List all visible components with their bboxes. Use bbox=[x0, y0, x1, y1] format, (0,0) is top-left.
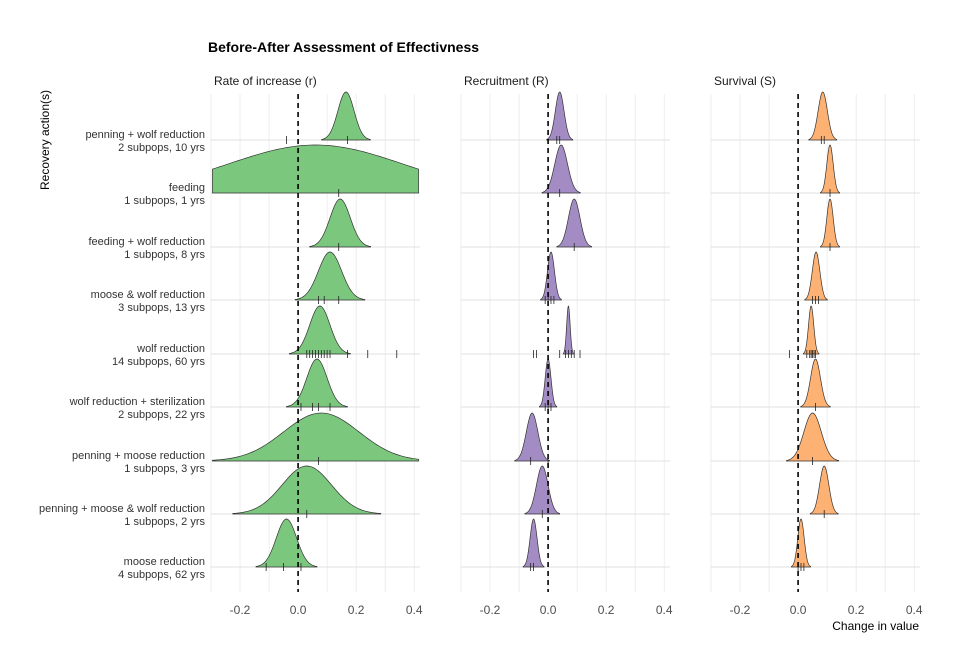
x-tick-label: 0.0 bbox=[290, 603, 307, 617]
x-tick-label: 0.4 bbox=[656, 603, 673, 617]
facet-panels: Rate of increase (r)-0.2 0.0 0.2 0.4Recruit… bbox=[210, 74, 923, 617]
density-ridge bbox=[255, 518, 318, 568]
density-ridge bbox=[522, 518, 545, 568]
density-ridge bbox=[820, 198, 840, 248]
density-ridge bbox=[286, 358, 348, 408]
category-sublabel: 2 subpops, 22 yrs bbox=[118, 409, 205, 421]
category-label: feeding + wolf reduction bbox=[89, 236, 206, 248]
category-sublabel: 1 subpops, 1 yrs bbox=[124, 195, 205, 207]
density-ridge bbox=[809, 465, 839, 515]
category-sublabel: 1 subpops, 8 yrs bbox=[124, 249, 205, 261]
facet-title: Rate of increase (r) bbox=[214, 74, 317, 88]
density-ridge bbox=[294, 251, 366, 301]
density-ridge bbox=[786, 412, 840, 462]
category-sublabel: 1 subpops, 3 yrs bbox=[124, 463, 205, 475]
facet-title: Recruitment (R) bbox=[464, 74, 549, 88]
x-tick-label: -0.2 bbox=[480, 603, 501, 617]
density-ridge bbox=[309, 198, 371, 248]
density-ridge bbox=[524, 465, 561, 515]
x-tick-label: 0.2 bbox=[598, 603, 615, 617]
category-label: moose & wolf reduction bbox=[91, 289, 205, 301]
category-label: feeding bbox=[169, 182, 205, 194]
x-tick-label: 0.0 bbox=[540, 603, 557, 617]
category-label: wolf reduction + sterilization bbox=[69, 396, 205, 408]
density-ridge bbox=[820, 144, 840, 194]
facet-panel: Recruitment (R) -0.2 0.0 0.2 0.4 bbox=[460, 74, 673, 617]
category-label: penning + moose reduction bbox=[72, 450, 205, 462]
category-sublabel: 4 subpops, 62 yrs bbox=[118, 569, 205, 581]
category-sublabel: 14 subpops, 60 yrs bbox=[112, 356, 205, 368]
density-ridge bbox=[289, 305, 351, 355]
facet-panel: Rate of increase (r) -0.2 0.0 0.2 0.4 bbox=[210, 74, 423, 617]
density-ridge bbox=[800, 358, 831, 408]
density-ridge bbox=[212, 412, 419, 462]
category-label: penning + moose & wolf reduction bbox=[39, 503, 205, 515]
density-ridge bbox=[808, 91, 838, 141]
category-label: penning + wolf reduction bbox=[85, 129, 205, 141]
x-tick-label: 0.4 bbox=[906, 603, 923, 617]
category-sublabel: 3 subpops, 13 yrs bbox=[118, 302, 205, 314]
x-tick-label: -0.2 bbox=[730, 603, 751, 617]
x-tick-label: 0.4 bbox=[406, 603, 423, 617]
facet-title: Survival (S) bbox=[714, 74, 776, 88]
y-axis-title: Recovery action(s) bbox=[38, 90, 52, 190]
density-ridge bbox=[562, 305, 574, 355]
density-ridge bbox=[232, 465, 382, 515]
density-ridge bbox=[791, 518, 811, 568]
density-ridge bbox=[556, 198, 592, 248]
category-sublabel: 2 subpops, 10 yrs bbox=[118, 142, 205, 154]
density-ridge bbox=[802, 305, 820, 355]
facet-panel: Survival (S) -0.2 0.0 0.2 0.4 bbox=[710, 74, 923, 617]
density-ridge bbox=[546, 91, 574, 141]
density-ridge bbox=[804, 251, 828, 301]
x-tick-label: 0.2 bbox=[348, 603, 365, 617]
category-label: wolf reduction bbox=[136, 343, 205, 355]
category-sublabel: 1 subpops, 2 yrs bbox=[124, 516, 205, 528]
density-ridge bbox=[212, 144, 419, 194]
chart-title: Before-After Assessment of Effectivness bbox=[208, 39, 479, 55]
x-tick-label: -0.2 bbox=[230, 603, 251, 617]
density-ridge bbox=[514, 412, 550, 462]
x-tick-label: 0.2 bbox=[848, 603, 865, 617]
x-axis-title: Change in value bbox=[832, 619, 919, 633]
x-tick-label: 0.0 bbox=[790, 603, 807, 617]
density-ridge bbox=[540, 251, 562, 301]
density-ridge bbox=[321, 91, 371, 141]
category-label: moose reduction bbox=[124, 556, 205, 568]
